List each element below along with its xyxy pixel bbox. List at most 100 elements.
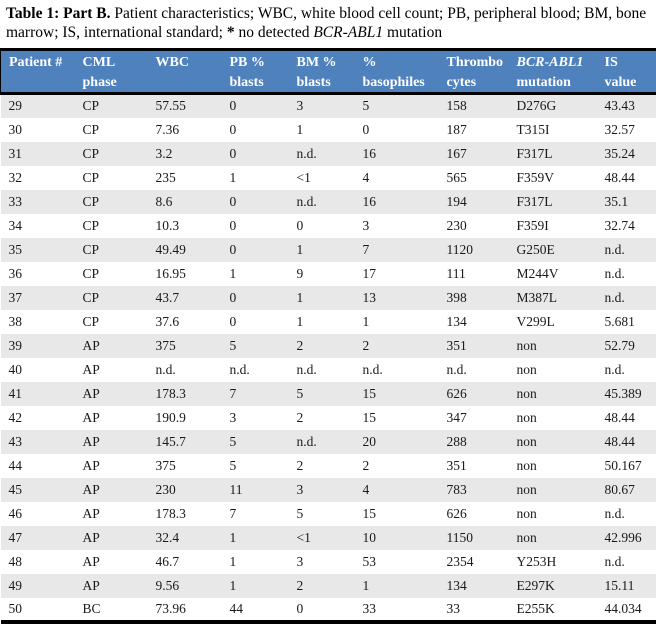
table-cell: 20 <box>354 429 439 454</box>
table-body: 29 CP 57.55 0 3 5 158 D276G 43.43 30 CP 7.36 0 1 0 187 T… <box>0 93 656 622</box>
table-cell: 1 <box>221 573 289 598</box>
table-row: 46 AP 178.3 7 5 15 626 non n.d. <box>0 501 656 526</box>
table-cell: 31 <box>0 141 75 166</box>
table-cell: 15 <box>354 501 439 526</box>
header-row: Patient # CML phase WBC PB % blasts BM % blasts… <box>0 49 656 95</box>
table-cell: 1 <box>354 573 439 598</box>
table-cell: AP <box>74 477 148 502</box>
table-cell: D276G <box>508 93 597 118</box>
table-cell: 33 <box>438 597 509 622</box>
table-cell: n.d. <box>596 357 656 382</box>
table-cell: 3 <box>288 93 355 118</box>
table-cell: V299L <box>508 309 597 334</box>
table-cell: 53 <box>354 549 439 574</box>
table-cell: 1 <box>288 237 355 262</box>
table-cell: 0 <box>221 189 289 214</box>
table-cell: 80.67 <box>596 477 656 502</box>
table-cell: 111 <box>438 261 509 286</box>
table-cell: n.d. <box>221 357 289 382</box>
table-cell: 398 <box>438 285 509 310</box>
caption-text-1: Patient characteristics; WBC, white bloo… <box>6 5 647 41</box>
table-cell: 1 <box>288 285 355 310</box>
table-cell: 43.43 <box>596 93 656 118</box>
table-cell: 0 <box>221 285 289 310</box>
table-cell: CP <box>74 309 148 334</box>
table-cell: F317L <box>508 141 597 166</box>
table-cell: 48 <box>0 549 75 574</box>
table-cell: 0 <box>354 117 439 142</box>
table-cell: 3 <box>221 405 289 430</box>
table-cell: 230 <box>147 477 222 502</box>
table-cell: 2 <box>288 333 355 358</box>
table-cell: 0 <box>288 213 355 238</box>
table-cell: AP <box>74 405 148 430</box>
table-cell: 8.6 <box>147 189 222 214</box>
table-cell: 32.74 <box>596 213 656 238</box>
caption-text-3: mutation <box>383 24 443 41</box>
table-cell: CP <box>74 165 148 190</box>
table-cell: AP <box>74 357 148 382</box>
table-cell: AP <box>74 381 148 406</box>
table-cell: 43 <box>0 429 75 454</box>
table-cell: 178.3 <box>147 501 222 526</box>
table-cell: 2 <box>354 333 439 358</box>
table-cell: 7.36 <box>147 117 222 142</box>
table-cell: 5 <box>288 501 355 526</box>
table-cell: 40 <box>0 357 75 382</box>
table-cell: <1 <box>288 165 355 190</box>
table-row: 48 AP 46.7 1 3 53 2354 Y253H n.d. <box>0 549 656 574</box>
patient-characteristics-table: Patient # CML phase WBC PB % blasts BM % blasts… <box>0 48 656 624</box>
table-row: 38 CP 37.6 0 1 1 134 V299L 5.681 <box>0 309 656 334</box>
table-cell: 52.79 <box>596 333 656 358</box>
table-cell: 48.44 <box>596 165 656 190</box>
table-cell: 1 <box>288 117 355 142</box>
table-row: 41 AP 178.3 7 5 15 626 non 45.389 <box>0 381 656 406</box>
table-cell: n.d. <box>596 237 656 262</box>
table-cell: 37.6 <box>147 309 222 334</box>
table-cell: 5 <box>221 333 289 358</box>
table-cell: F359V <box>508 165 597 190</box>
table-cell: 0 <box>221 213 289 238</box>
table-cell: M387L <box>508 285 597 310</box>
table-cell: 45.389 <box>596 381 656 406</box>
table-cell: n.d. <box>147 357 222 382</box>
table-cell: BC <box>74 597 148 622</box>
table-cell: non <box>508 381 597 406</box>
table-cell: 46.7 <box>147 549 222 574</box>
table-cell: 33 <box>0 189 75 214</box>
table-cell: 32 <box>0 165 75 190</box>
table-caption: Table 1: Part B. Patient characteristics… <box>0 0 656 42</box>
table-cell: 1 <box>221 549 289 574</box>
table-cell: 1 <box>221 261 289 286</box>
column-header: BCR-ABL1 mutation <box>508 49 597 95</box>
table-cell: non <box>508 429 597 454</box>
table-cell: 351 <box>438 333 509 358</box>
table-cell: 48.44 <box>596 405 656 430</box>
table-row: 49 AP 9.56 1 2 1 134 E297K 15.11 <box>0 573 656 598</box>
caption-bold-label: Table 1: Part B. <box>6 5 111 22</box>
table-cell: CP <box>74 285 148 310</box>
table-cell: 230 <box>438 213 509 238</box>
table-cell: 17 <box>354 261 439 286</box>
table-cell: 187 <box>438 117 509 142</box>
table-cell: 57.55 <box>147 93 222 118</box>
table-cell: 0 <box>221 141 289 166</box>
table-cell: 190.9 <box>147 405 222 430</box>
table-cell: 13 <box>354 285 439 310</box>
table-cell: 29 <box>0 93 75 118</box>
table-cell: 565 <box>438 165 509 190</box>
table-cell: 0 <box>221 93 289 118</box>
table-cell: non <box>508 333 597 358</box>
table-cell: 5 <box>221 429 289 454</box>
table-cell: 235 <box>147 165 222 190</box>
table-cell: M244V <box>508 261 597 286</box>
table-cell: 32.4 <box>147 525 222 550</box>
table-cell: 1 <box>221 165 289 190</box>
table-cell: n.d. <box>288 429 355 454</box>
caption-asterisk: * <box>226 24 235 41</box>
table-cell: 1 <box>288 309 355 334</box>
table-cell: 49 <box>0 573 75 598</box>
table-cell: 43.7 <box>147 285 222 310</box>
table-cell: 2354 <box>438 549 509 574</box>
table-cell: Y253H <box>508 549 597 574</box>
